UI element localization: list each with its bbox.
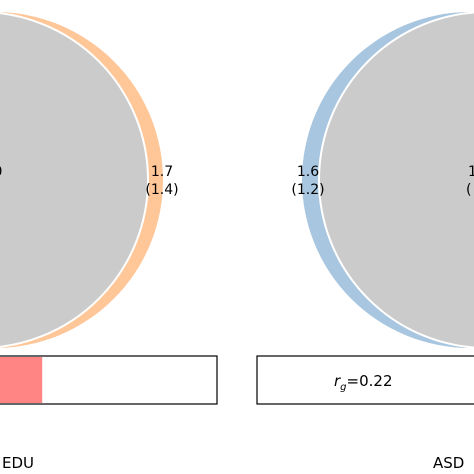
edu-unique-value: 1.7: [151, 164, 173, 180]
asd-unique-se: (1.2): [291, 182, 324, 198]
asd-panel: 1.6 (1.2) 1 ( rg=0.22 ASD: [256, 11, 474, 472]
asd-rg-label: rg=0.22: [334, 372, 393, 393]
asd-right-value: 1: [468, 164, 474, 180]
edu-rg-bar-fill: [0, 357, 43, 403]
asd-shared-circle: [318, 11, 474, 349]
edu-unique-se: (1.4): [145, 182, 178, 198]
asd-unique-value: 1.6: [297, 164, 319, 180]
asd-right-se: (: [466, 182, 471, 198]
asd-rg-box: [256, 355, 474, 405]
asd-rg-value: 0.22: [359, 372, 392, 390]
edu-panel: 0 ) 1.7 (1.4) EDU: [0, 12, 218, 472]
edu-center-se: ): [0, 182, 1, 198]
asd-label: ASD: [433, 454, 464, 472]
edu-center-value: 0: [0, 164, 2, 180]
edu-shared-circle: [0, 12, 149, 348]
edu-label: EDU: [2, 454, 34, 472]
